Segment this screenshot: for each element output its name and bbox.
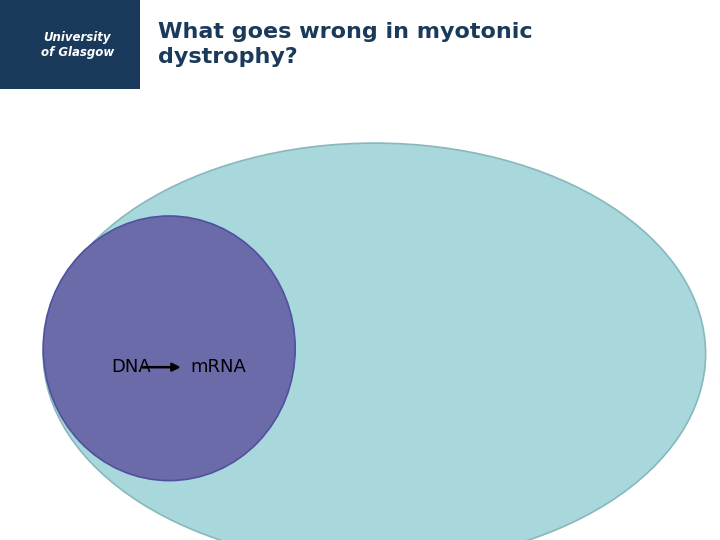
Text: University
of Glasgow: University of Glasgow <box>40 31 114 58</box>
Ellipse shape <box>43 216 295 481</box>
Ellipse shape <box>43 143 706 540</box>
Bar <box>0 0 140 89</box>
Text: DNA: DNA <box>112 358 151 376</box>
Text: mRNA: mRNA <box>191 358 247 376</box>
Text: What goes wrong in myotonic
dystrophy?: What goes wrong in myotonic dystrophy? <box>158 22 533 67</box>
